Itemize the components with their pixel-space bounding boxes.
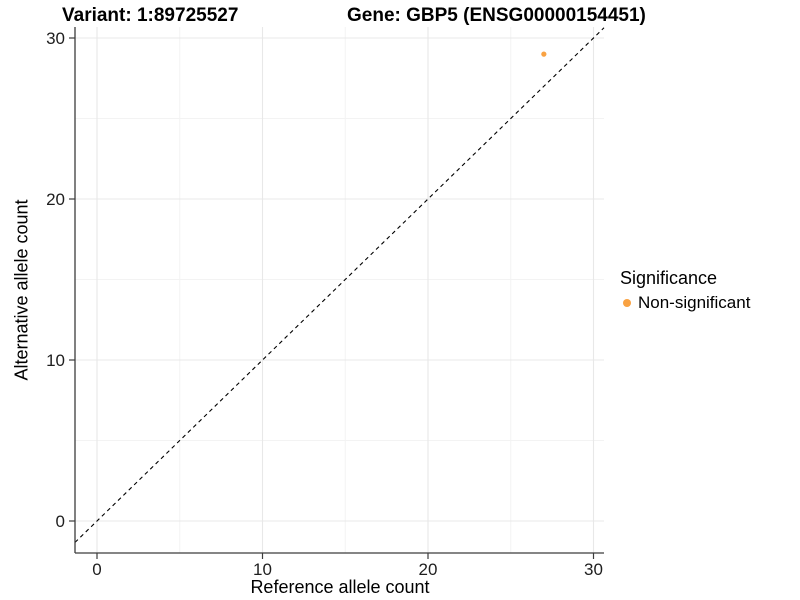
tick-label: 20	[419, 560, 438, 579]
y-axis-ticks	[69, 37, 75, 522]
tick-label: 30	[46, 29, 65, 48]
title-variant: Variant: 1:89725527	[62, 5, 239, 26]
tick-label: 30	[584, 560, 603, 579]
legend-entry: Non-significant	[623, 293, 750, 313]
tick-label: 20	[46, 190, 65, 209]
x-axis-ticks	[96, 553, 595, 559]
x-tick-labels: 0 10 20 30	[92, 560, 603, 579]
axis-lines	[74, 27, 604, 554]
legend-title: Significance	[620, 268, 718, 288]
legend-key-dot-icon	[623, 299, 631, 307]
tick-label: 0	[92, 560, 101, 579]
title-gene: Gene: GBP5 (ENSG00000154451)	[347, 5, 646, 26]
legend-entry-label: Non-significant	[638, 293, 751, 312]
tick-label: 0	[56, 512, 65, 531]
y-tick-labels: 0 10 20 30	[46, 29, 65, 531]
identity-line	[74, 27, 605, 543]
data-points	[541, 51, 547, 57]
data-point	[541, 51, 547, 57]
grid-minor	[75, 27, 604, 553]
grid-major	[75, 27, 604, 553]
tick-label: 10	[253, 560, 272, 579]
legend: Significance Non-significant	[620, 268, 750, 313]
x-axis-label: Reference allele count	[250, 577, 430, 597]
tick-label: 10	[46, 351, 65, 370]
